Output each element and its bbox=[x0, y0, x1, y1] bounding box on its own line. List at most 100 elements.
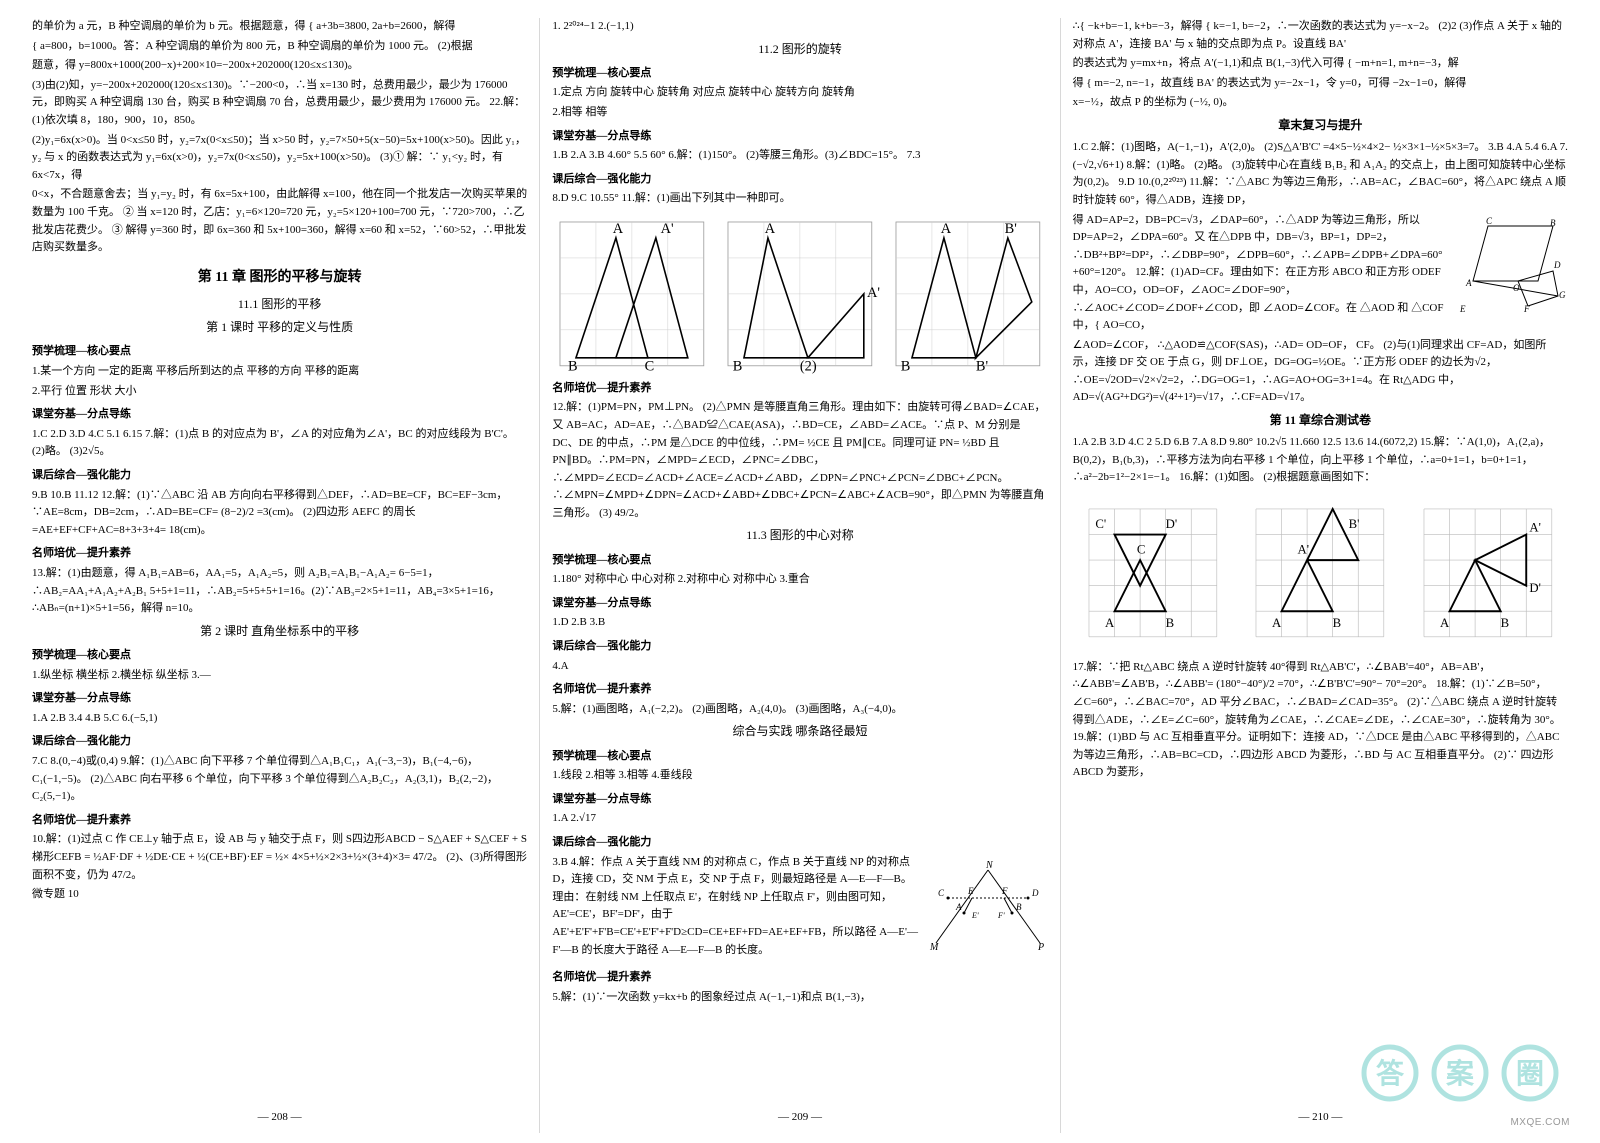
text: 5.解：(1)∵一次函数 y=kx+b 的图象经过点 A(−1,−1)和点 B(… bbox=[552, 989, 1047, 1007]
svg-text:E: E bbox=[967, 886, 974, 896]
text: 1.C 2.D 3.D 4.C 5.1 6.15 7.解：(1)点 B 的对应点… bbox=[32, 426, 527, 461]
svg-text:A: A bbox=[941, 221, 952, 237]
ketang-heading: 课堂夯基—分点导练 bbox=[32, 690, 527, 708]
svg-text:F': F' bbox=[997, 911, 1005, 920]
svg-text:D': D' bbox=[1530, 581, 1542, 595]
text: 1.某一个方向 一定的距离 平移后所到达的点 平移的方向 平移的距离 bbox=[32, 363, 527, 381]
column-3: ∴{ −k+b=−1, k+b=−3，解得 { k=−1, b=−2，∴一次函数… bbox=[1060, 18, 1580, 1133]
mingshi-heading: 名师培优—提升素养 bbox=[552, 380, 1047, 398]
text: 1.A 2.√17 bbox=[552, 810, 1047, 828]
svg-text:B: B bbox=[1501, 616, 1510, 630]
svg-text:A': A' bbox=[1530, 520, 1542, 534]
svg-text:A: A bbox=[613, 221, 624, 237]
ketang-heading: 课堂夯基—分点导练 bbox=[552, 128, 1047, 146]
svg-text:B: B bbox=[1165, 616, 1174, 630]
text: 7.C 8.(0,−4)或(0,4) 9.解：(1)△ABC 向下平移 7 个单… bbox=[32, 753, 527, 806]
svg-text:B: B bbox=[901, 359, 911, 374]
text: 1. 2²⁰²⁴−1 2.(−1,1) bbox=[552, 18, 1047, 36]
svg-text:B: B bbox=[1550, 218, 1556, 228]
page-number: — 209 — bbox=[540, 1109, 1059, 1127]
mingshi-heading: 名师培优—提升素养 bbox=[32, 812, 527, 830]
svg-text:A: A bbox=[1440, 616, 1450, 630]
path-figure: N M P A B C D E F E' F' bbox=[928, 858, 1048, 960]
svg-text:D: D bbox=[1553, 260, 1561, 270]
figure-1: A B C A' bbox=[552, 214, 712, 374]
mingshi-heading: 名师培优—提升素养 bbox=[552, 969, 1047, 987]
svg-text:A: A bbox=[1105, 616, 1115, 630]
lesson1-title: 第 1 课时 平移的定义与性质 bbox=[32, 318, 527, 337]
grid-figures: A B C C' D' A B B' A' bbox=[1073, 493, 1568, 653]
text: 13.解：(1)由题意，得 A₁B₁=AB=6，AA₁=5，A₁A₂=5，则 A… bbox=[32, 565, 527, 618]
text: (2)y₁=6x(x>0)。当 0<x≤50 时，y₂=7x(0<x≤50)；当… bbox=[32, 132, 527, 185]
yuxi-heading: 预学梳理—核心要点 bbox=[32, 647, 527, 665]
svg-text:B: B bbox=[733, 359, 743, 374]
grid-fig-2: AB B'A' bbox=[1240, 493, 1400, 653]
text: 1.定点 方向 旋转中心 旋转角 对应点 旋转中心 旋转方向 旋转角 bbox=[552, 84, 1047, 102]
text: 12.解：(1)PM=PN，PM⊥PN。 (2)△PMN 是等腰直角三角形。理由… bbox=[552, 399, 1047, 522]
text: 得 { m=−2, n=−1，故直线 BA' 的表达式为 y=−2x−1，令 y… bbox=[1073, 75, 1568, 93]
svg-text:D: D bbox=[1031, 888, 1039, 898]
svg-text:C: C bbox=[1137, 543, 1146, 557]
svg-text:B': B' bbox=[1005, 221, 1017, 237]
svg-text:A: A bbox=[955, 902, 962, 912]
weizhuanti: 微专题 10 bbox=[32, 886, 527, 904]
svg-text:O: O bbox=[1513, 283, 1520, 293]
svg-text:A': A' bbox=[867, 285, 880, 301]
kehou-heading: 课后综合—强化能力 bbox=[32, 733, 527, 751]
chapter-title: 第 11 章 图形的平移与旋转 bbox=[32, 267, 527, 289]
watermark-url: MXQE.COM bbox=[1510, 1115, 1570, 1131]
text: 1.C 2.解：(1)图略，A(−1,−1)，A'(2,0)。 (2)S△A'B… bbox=[1073, 139, 1568, 209]
svg-text:C: C bbox=[938, 888, 945, 898]
page-number: — 210 — bbox=[1061, 1109, 1580, 1127]
svg-text:B: B bbox=[1016, 902, 1022, 912]
svg-text:(2): (2) bbox=[800, 359, 817, 374]
mingshi-heading: 名师培优—提升素养 bbox=[32, 545, 527, 563]
text: 1.纵坐标 横坐标 2.横坐标 纵坐标 3.— bbox=[32, 667, 527, 685]
text: x=−½，故点 P 的坐标为 (−½, 0)。 bbox=[1073, 94, 1568, 112]
kehou-heading: 课后综合—强化能力 bbox=[552, 171, 1047, 189]
svg-text:C: C bbox=[645, 359, 655, 374]
svg-text:A': A' bbox=[1298, 543, 1310, 557]
text: 9.B 10.B 11.12 12.解：(1)∵△ABC 沿 AB 方向向右平移… bbox=[32, 487, 527, 540]
text: 1.A 2.B 3.D 4.C 2 5.D 6.B 7.A 8.D 9.80° … bbox=[1073, 434, 1568, 487]
svg-text:B: B bbox=[1333, 616, 1342, 630]
zonghe-title: 综合与实践 哪条路径最短 bbox=[552, 722, 1047, 741]
section-11-3: 11.3 图形的中心对称 bbox=[552, 526, 1047, 545]
text: { a=800，b=1000。答：A 种空调扇的单价为 800 元，B 种空调扇… bbox=[32, 38, 527, 56]
ketang-heading: 课堂夯基—分点导练 bbox=[552, 791, 1047, 809]
text: 2.平行 位置 形状 大小 bbox=[32, 383, 527, 401]
text: (3)由(2)知，y=−200x+202000(120≤x≤130)。∵−200… bbox=[32, 77, 527, 130]
text: 1.A 2.B 3.4 4.B 5.C 6.(−5,1) bbox=[32, 710, 527, 728]
text: 8.D 9.C 10.55° 11.解：(1)画出下列其中一种即可。 bbox=[552, 190, 1047, 208]
svg-text:G: G bbox=[1559, 290, 1566, 300]
column-2: 1. 2²⁰²⁴−1 2.(−1,1) 11.2 图形的旋转 预学梳理—核心要点… bbox=[539, 18, 1059, 1133]
text: 1.180° 对称中心 中心对称 2.对称中心 对称中心 3.重合 bbox=[552, 571, 1047, 589]
svg-text:E': E' bbox=[971, 911, 979, 920]
yuxi-heading: 预学梳理—核心要点 bbox=[32, 343, 527, 361]
yuxi-heading: 预学梳理—核心要点 bbox=[552, 748, 1047, 766]
lesson2-title: 第 2 课时 直角坐标系中的平移 bbox=[32, 622, 527, 641]
text: ∴{ −k+b=−1, k+b=−3，解得 { k=−1, b=−2，∴一次函数… bbox=[1073, 18, 1568, 53]
page-number: — 208 — bbox=[20, 1109, 539, 1127]
svg-text:A': A' bbox=[661, 221, 674, 237]
text: 5.解：(1)画图略，A₁(−2,2)。 (2)画图略，A₂(4,0)。 (3)… bbox=[552, 701, 1047, 719]
figure-2: A B A' (2) bbox=[720, 214, 880, 374]
text: 10.解：(1)过点 C 作 CE⊥y 轴于点 E，设 AB 与 y 轴交于点 … bbox=[32, 831, 527, 884]
kehou-heading: 课后综合—强化能力 bbox=[552, 638, 1047, 656]
svg-text:F: F bbox=[1001, 886, 1008, 896]
rotation-figures: A B C A' A B A' ( bbox=[552, 214, 1047, 374]
text: 2.相等 相等 bbox=[552, 104, 1047, 122]
svg-text:B: B bbox=[568, 359, 578, 374]
grid-fig-3: A B A' D' bbox=[1408, 493, 1568, 653]
svg-text:B': B' bbox=[1349, 517, 1360, 531]
column-1: 的单价为 a 元，B 种空调扇的单价为 b 元。根据题意，得 { a+3b=38… bbox=[20, 18, 539, 1133]
text: 1.线段 2.相等 3.相等 4.垂线段 bbox=[552, 767, 1047, 785]
figure-3: A B' B B' bbox=[888, 214, 1048, 374]
ketang-heading: 课堂夯基—分点导练 bbox=[32, 406, 527, 424]
text: 0<x，不合题意舍去；当 y₁=y₂ 时，有 6x=5x+100，由此解得 x=… bbox=[32, 186, 527, 256]
svg-text:B': B' bbox=[976, 359, 988, 374]
svg-text:E: E bbox=[1459, 304, 1466, 314]
svg-text:C': C' bbox=[1095, 517, 1106, 531]
svg-text:A: A bbox=[1465, 278, 1472, 288]
yuxi-heading: 预学梳理—核心要点 bbox=[552, 65, 1047, 83]
